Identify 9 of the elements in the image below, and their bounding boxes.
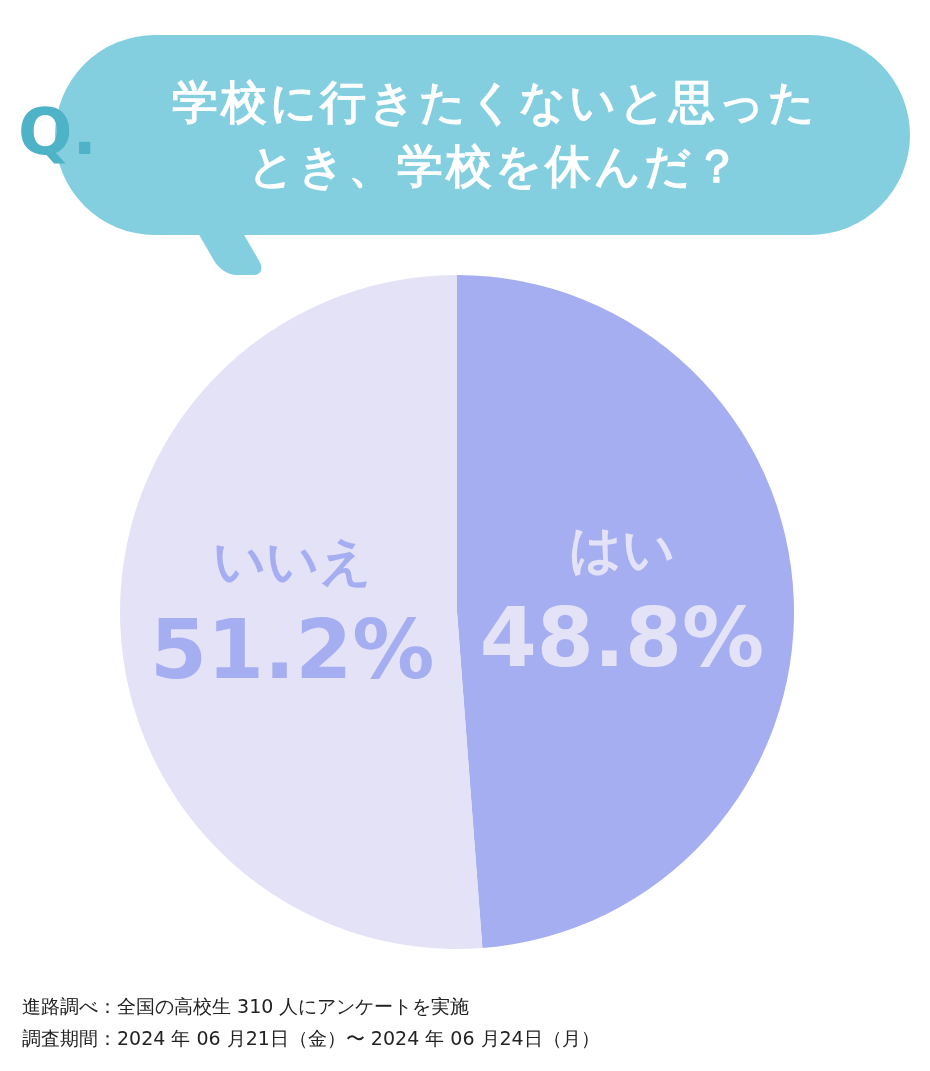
data-label: 48.8% bbox=[479, 589, 765, 685]
slice-label: いいえ bbox=[212, 531, 372, 592]
data-label: 51.2% bbox=[149, 602, 435, 698]
pie-slice bbox=[120, 275, 483, 949]
text: 調査期間：2024 年 06 月21日（金）〜 2024 年 06 月24日（月） bbox=[22, 1026, 600, 1051]
text: 進路調べ：全国の高校生 310 人にアンケートを実施 bbox=[22, 994, 471, 1019]
slice-label: はい bbox=[568, 518, 675, 579]
pie-slice bbox=[457, 275, 794, 949]
chart-title: 学校に行きたくないと思ったとき、学校を休んだ？ bbox=[171, 74, 819, 195]
